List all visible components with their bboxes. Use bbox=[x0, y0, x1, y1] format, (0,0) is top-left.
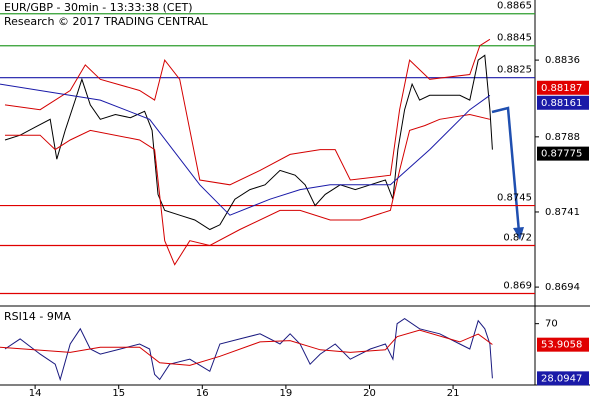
level-label: 0.872 bbox=[503, 233, 532, 244]
y-tick-label: 0.8788 bbox=[545, 132, 580, 143]
x-tick-label: 16 bbox=[196, 388, 209, 399]
y-tick-label: 70 bbox=[545, 319, 558, 330]
level-label: 0.8865 bbox=[497, 1, 532, 12]
level-label: 0.8745 bbox=[497, 193, 532, 204]
series-line bbox=[0, 329, 493, 366]
x-tick-label: 21 bbox=[447, 388, 460, 399]
series-line bbox=[4, 317, 493, 382]
series-line bbox=[4, 38, 491, 186]
forecast-arrow-head bbox=[513, 227, 524, 240]
x-tick-label: 14 bbox=[29, 388, 42, 399]
x-tick-label: 19 bbox=[280, 388, 293, 399]
price-tag-label: 0.88161 bbox=[541, 98, 582, 109]
chart-title: EUR/GBP - 30min - 13:33:38 (CET) bbox=[4, 1, 193, 14]
y-tick-label: 0.8694 bbox=[545, 282, 580, 293]
level-label: 0.8845 bbox=[497, 33, 532, 44]
price-tag-label: 0.87775 bbox=[541, 149, 582, 160]
y-tick-label: 0.8741 bbox=[545, 207, 580, 218]
price-tag-label: 0.88187 bbox=[541, 83, 582, 94]
price-tag bbox=[537, 95, 589, 110]
price-tag bbox=[537, 371, 589, 386]
level-label: 0.869 bbox=[503, 280, 532, 291]
series-line bbox=[5, 113, 491, 266]
series-line bbox=[0, 83, 491, 216]
series-line bbox=[4, 54, 493, 231]
level-label: 0.8825 bbox=[497, 65, 532, 76]
x-tick-label: 15 bbox=[112, 388, 125, 399]
y-tick-label: 0.8836 bbox=[545, 55, 580, 66]
price-tag-label: 53.9058 bbox=[541, 340, 582, 351]
chart-subtitle: Research © 2017 TRADING CENTRAL bbox=[4, 15, 209, 28]
price-tag bbox=[537, 337, 589, 352]
rsi-title: RSI14 - 9MA bbox=[4, 310, 71, 323]
price-tag bbox=[537, 80, 589, 95]
x-tick-label: 20 bbox=[363, 388, 376, 399]
forecast-arrow bbox=[491, 106, 521, 233]
price-tag-label: 28.0947 bbox=[541, 373, 582, 384]
price-tag bbox=[537, 146, 589, 161]
